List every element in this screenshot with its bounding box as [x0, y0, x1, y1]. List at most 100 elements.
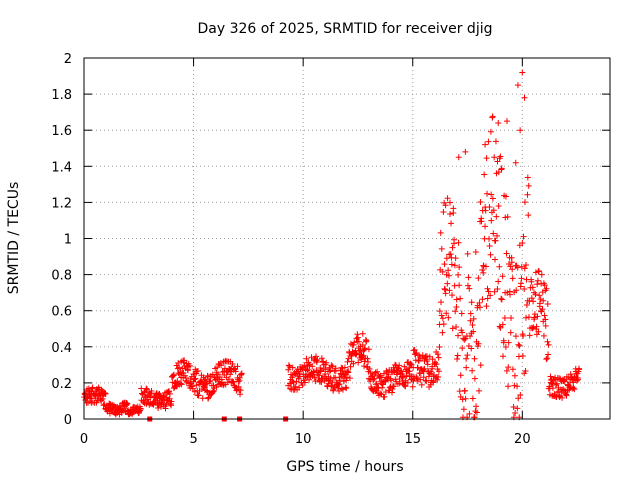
data-point [316, 372, 323, 379]
data-point [483, 303, 490, 310]
data-point [343, 377, 350, 384]
data-point [482, 223, 489, 230]
data-point [509, 366, 516, 373]
data-point [470, 315, 477, 322]
data-point [430, 378, 437, 385]
data-point [513, 287, 520, 294]
data-point [446, 287, 453, 294]
data-point [353, 335, 360, 342]
y-tick-label: 0.8 [51, 269, 72, 284]
data-point [205, 395, 212, 402]
data-point [194, 367, 201, 374]
data-point [492, 256, 499, 263]
data-point [487, 292, 494, 299]
y-tick-label: 1 [64, 233, 72, 248]
data-point [576, 366, 583, 373]
data-point [495, 278, 502, 285]
data-point [536, 300, 543, 307]
data-point [505, 383, 512, 390]
data-point [467, 317, 474, 324]
data-point [218, 362, 225, 369]
data-point [464, 282, 471, 289]
data-point [310, 368, 317, 375]
data-point [559, 386, 566, 393]
data-point [359, 341, 366, 348]
data-point [195, 392, 202, 399]
data-point [573, 377, 580, 384]
data-point [448, 261, 455, 268]
data-point [469, 395, 476, 402]
data-point [523, 261, 530, 268]
data-point [484, 190, 491, 197]
data-point [466, 410, 473, 417]
data-point [213, 369, 220, 376]
data-point [341, 364, 348, 371]
data-point [483, 155, 490, 162]
data-point [439, 268, 446, 275]
data-point [415, 357, 422, 364]
data-point [486, 242, 493, 249]
data-point [186, 362, 193, 369]
data-point [469, 367, 476, 374]
data-point [437, 299, 444, 306]
data-point [209, 371, 216, 378]
data-point [479, 267, 486, 274]
data-point [410, 347, 417, 354]
data-point [344, 368, 351, 375]
data-point [520, 332, 527, 339]
data-point [461, 387, 468, 394]
data-points [81, 69, 583, 422]
data-point [120, 405, 127, 412]
data-point [540, 332, 547, 339]
data-point [487, 128, 494, 135]
data-point [523, 314, 530, 321]
data-point [487, 251, 494, 258]
data-point [500, 353, 507, 360]
data-point [350, 360, 357, 367]
data-point [529, 284, 536, 291]
data-point [367, 376, 374, 383]
data-point [433, 361, 440, 368]
data-point [328, 362, 335, 369]
data-point [519, 240, 526, 247]
data-point [498, 295, 505, 302]
data-point [336, 388, 343, 395]
data-point [438, 245, 445, 252]
data-point [464, 352, 471, 359]
axis-ticks: 00.20.40.60.811.21.41.61.820 5 10 15 20 [51, 52, 610, 447]
data-point [502, 344, 509, 351]
data-point [323, 359, 330, 366]
data-point [452, 255, 459, 262]
data-point [286, 362, 293, 369]
data-point [525, 182, 532, 189]
data-point [214, 364, 221, 371]
data-point [318, 355, 325, 362]
data-point [495, 202, 502, 209]
data-point [472, 248, 479, 255]
data-point [490, 207, 497, 214]
data-point [535, 268, 542, 275]
data-point [526, 332, 533, 339]
data-point [210, 388, 217, 395]
data-point [534, 277, 541, 284]
data-point [543, 285, 550, 292]
data-point [454, 352, 461, 359]
data-point [347, 340, 354, 347]
data-point [292, 383, 299, 390]
data-point [518, 263, 525, 270]
y-tick-label: 2 [64, 52, 72, 67]
data-point [515, 395, 522, 402]
data-point [535, 328, 542, 335]
data-point [539, 306, 546, 313]
data-point [199, 395, 206, 402]
data-point [230, 379, 237, 386]
data-point [496, 263, 503, 270]
data-point [309, 363, 316, 370]
data-point [468, 345, 475, 352]
data-point [354, 334, 361, 341]
data-point [304, 367, 311, 374]
data-point [478, 218, 485, 225]
data-point [485, 288, 492, 295]
data-point [162, 405, 169, 412]
data-point [503, 118, 510, 125]
